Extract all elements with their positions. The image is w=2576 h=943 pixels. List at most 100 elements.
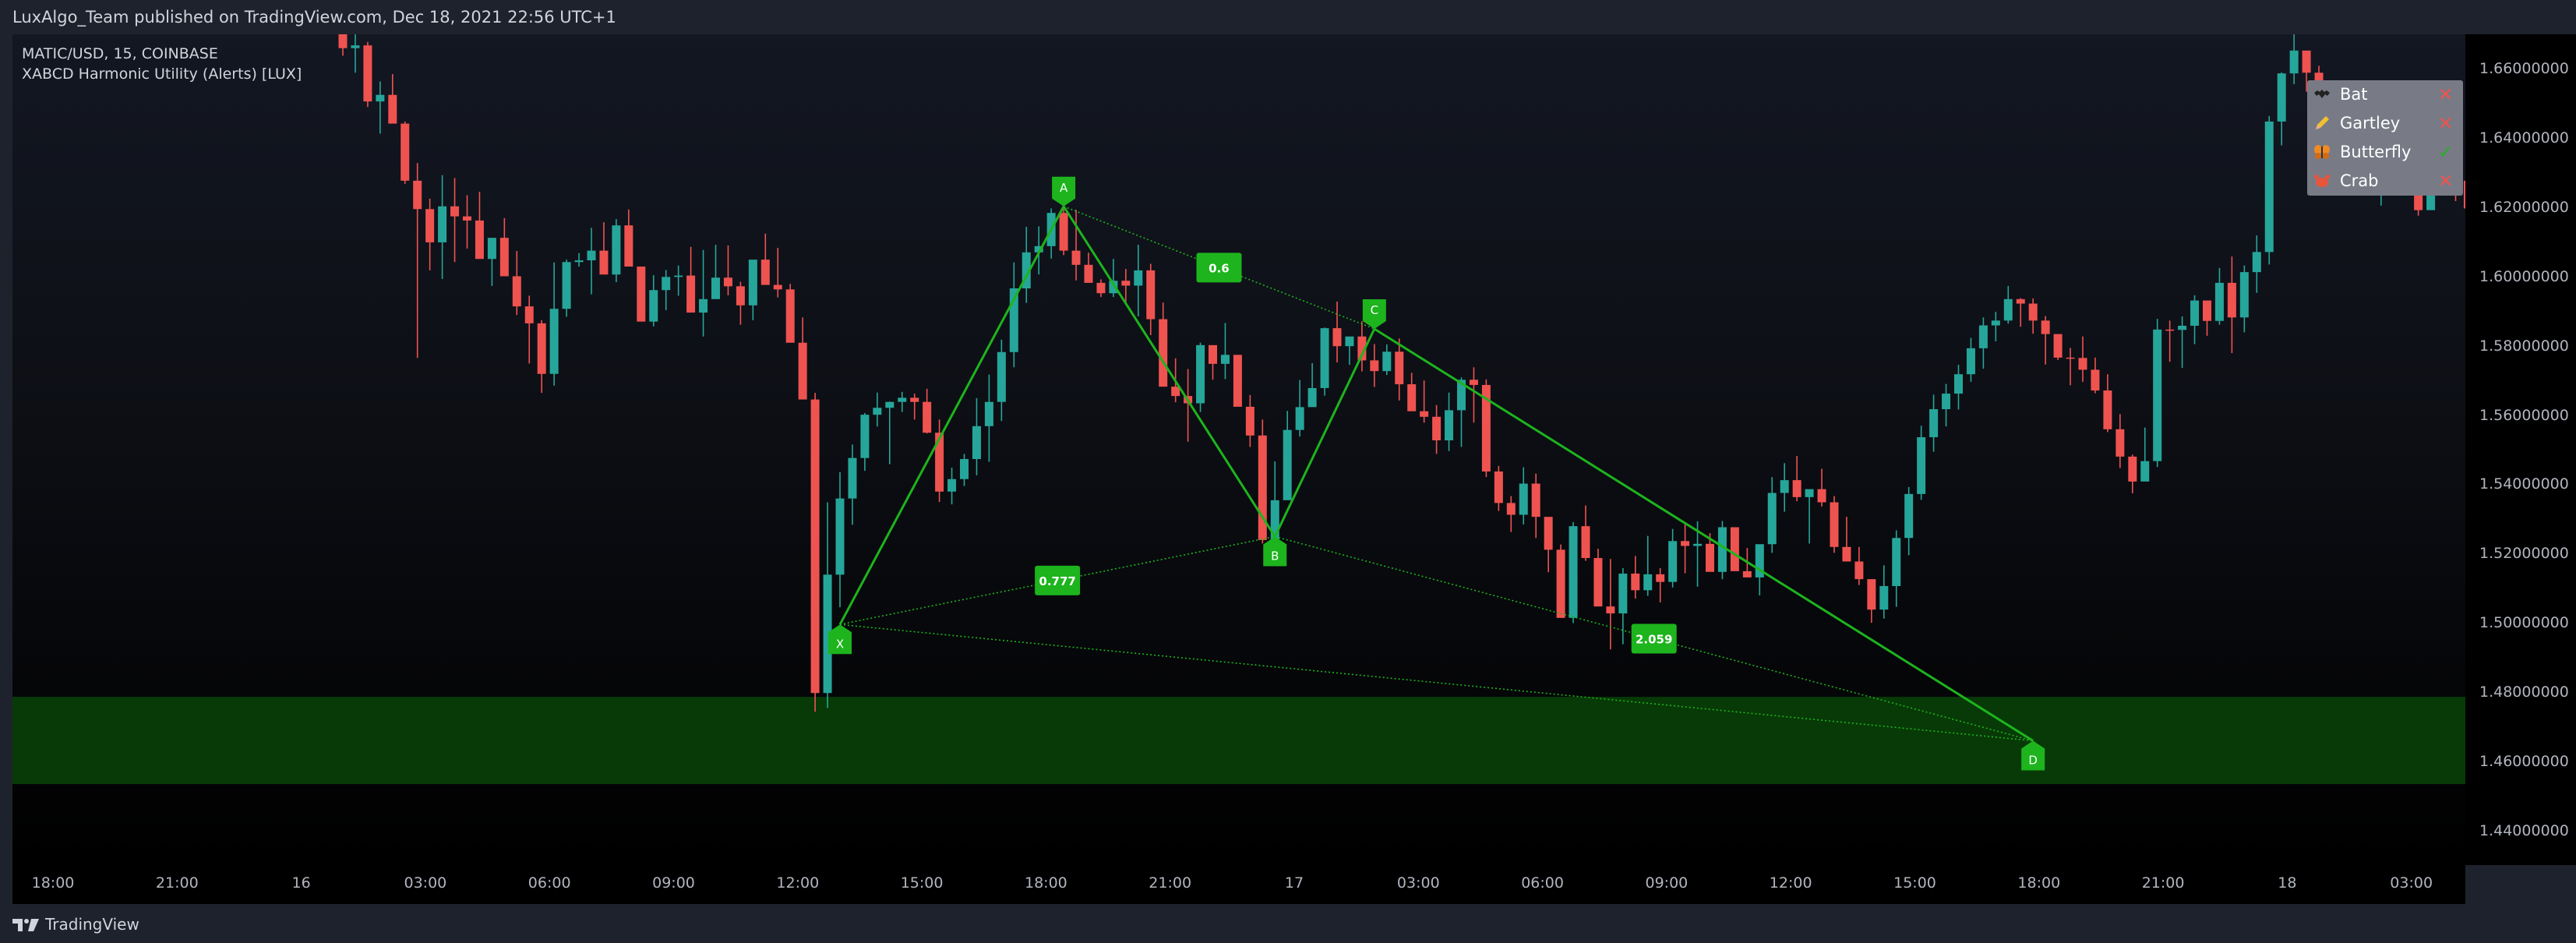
time-tick: 03:00 (1396, 874, 1440, 892)
candle-body (1854, 561, 1864, 580)
candle (1531, 473, 1540, 539)
candle-body (2066, 357, 2075, 359)
candle-body (1830, 502, 1839, 547)
time-axis[interactable]: 18:00 21:00 16 03:00 06:00 09:00 12:00 15:00 18:… (12, 865, 2465, 904)
candle-body (1917, 437, 1926, 494)
legend-info: MATIC/USD, 15, COINBASE XABCD Harmonic U… (22, 44, 302, 84)
point-label: A (1052, 176, 1076, 207)
candle-body (2289, 50, 2299, 74)
symbol-label[interactable]: MATIC/USD, 15, COINBASE (22, 45, 218, 62)
candle (1220, 323, 1230, 380)
candle (2214, 267, 2224, 325)
candle (1420, 380, 1429, 423)
candle (1830, 496, 1839, 553)
candle (1805, 489, 1814, 544)
candle (562, 260, 571, 317)
candle-body (1457, 380, 1466, 411)
candle-body (1196, 344, 1205, 404)
candle-body (773, 284, 782, 290)
candle-body (960, 458, 969, 479)
candle (363, 41, 372, 108)
candle (574, 253, 584, 267)
candle-body (1742, 570, 1752, 577)
candle-body (1780, 480, 1789, 493)
candle (773, 248, 782, 298)
candle (1544, 517, 1553, 573)
candle (1245, 394, 1254, 447)
candle (2053, 334, 2063, 360)
candle-body (2016, 298, 2025, 304)
candle (1395, 338, 1404, 401)
candle-body (1357, 336, 1367, 361)
candle-body (1805, 489, 1814, 497)
candle-body (1146, 270, 1156, 320)
candle-body (1295, 407, 1304, 430)
candle-body (2264, 121, 2274, 253)
candle (997, 339, 1006, 422)
time-tick: 18 (2278, 874, 2297, 892)
candle (1892, 530, 1901, 607)
time-tick: 18:00 (2017, 874, 2061, 892)
pattern-row-gartley: Gartley ✕ (2307, 109, 2463, 138)
tradingview-logo[interactable]: TradingView (12, 915, 139, 934)
candle (2128, 454, 2137, 493)
candle (860, 412, 870, 472)
candle (1730, 527, 1739, 571)
time-tick: 18:00 (1025, 874, 1067, 892)
candle (1755, 544, 1764, 595)
candle (960, 454, 969, 486)
candle (376, 81, 385, 134)
candle-body (935, 433, 944, 492)
candle (1258, 419, 1267, 544)
candle (475, 192, 484, 260)
candle-body (1209, 344, 1217, 364)
chart-area[interactable]: 0.6 0.777 2.059 X A B C D MATIC/USD, 15, COINBA… (12, 34, 2465, 865)
candle-body (1730, 527, 1739, 571)
candle-body (723, 277, 732, 287)
candle-body (2041, 320, 2050, 334)
candle (2078, 336, 2087, 382)
candle-body (587, 250, 596, 261)
candle (823, 502, 832, 708)
pattern-row-bat: Bat ✕ (2307, 80, 2463, 109)
candle (450, 178, 460, 263)
time-tick: 21:00 (155, 874, 199, 892)
candle-body (1307, 387, 1317, 408)
candle-body (1569, 526, 1578, 618)
candle-body (1631, 574, 1640, 591)
price-tick: 1.66000000 (2479, 60, 2569, 78)
candle-body (1071, 250, 1081, 265)
candle-body (1220, 355, 1230, 364)
candle-body (624, 225, 633, 267)
candle-body (1519, 483, 1528, 515)
candle (2252, 235, 2261, 293)
cross-icon: ✕ (2438, 85, 2454, 105)
tradingview-logo-icon (12, 919, 39, 931)
candle (2463, 180, 2465, 209)
candle-body (1407, 384, 1417, 411)
candle (748, 260, 757, 320)
crab-icon (2314, 175, 2330, 187)
indicator-label[interactable]: XABCD Harmonic Utility (Alerts) [LUX] (22, 65, 302, 83)
candle-body (1320, 328, 1329, 388)
candle-body (1494, 471, 1503, 503)
check-icon: ✓ (2438, 143, 2454, 163)
candle (2028, 298, 2038, 334)
candle (1780, 463, 1789, 512)
candle (923, 388, 932, 434)
candle (1357, 321, 1367, 372)
candle-body (1283, 429, 1292, 500)
candle-body (1717, 527, 1727, 572)
candle (1767, 477, 1777, 553)
price-axis[interactable]: 1.44000000 1.46000000 1.48000000 1.50000000… (2465, 34, 2576, 865)
candle (674, 265, 683, 296)
candle-body (2128, 456, 2137, 482)
candle (1991, 312, 2000, 341)
candle-body (1059, 213, 1068, 251)
candle-body (512, 276, 521, 307)
candle-body (1991, 320, 2000, 326)
candle (401, 121, 410, 184)
candle (1109, 259, 1118, 298)
candlestick-chart[interactable]: 0.6 0.777 2.059 X A B C D (12, 34, 2465, 865)
candle (1656, 567, 1665, 602)
